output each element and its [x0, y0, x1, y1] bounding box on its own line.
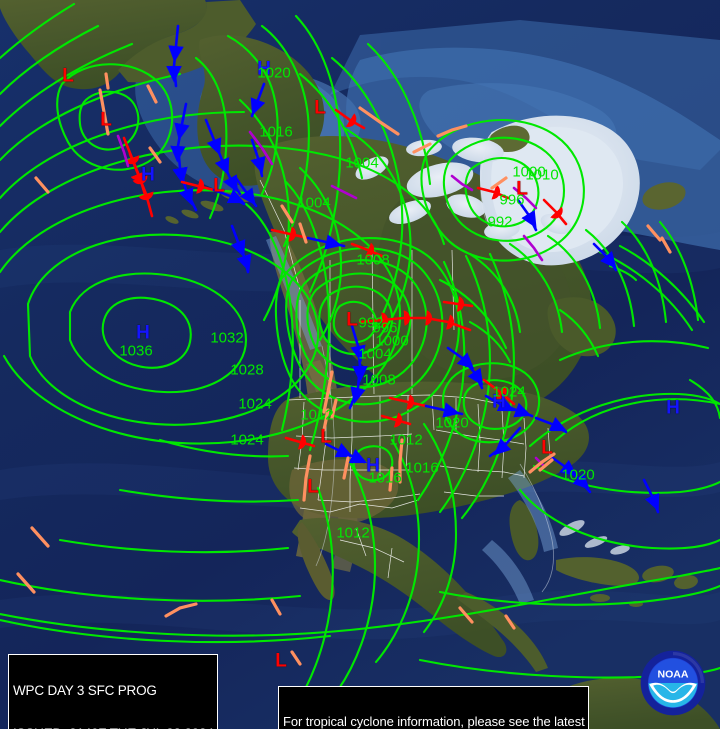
troughs	[16, 72, 672, 666]
product-title: WPC DAY 3 SFC PROG	[13, 683, 157, 699]
cold-fronts	[166, 24, 660, 514]
product-issued: ISSUED: 2149Z TUE JUL 23 2024	[13, 726, 214, 729]
product-info-box: WPC DAY 3 SFC PROG ISSUED: 2149Z TUE JUL…	[8, 654, 218, 729]
isobar-contours	[0, 2, 720, 710]
occluded-fronts	[116, 130, 546, 468]
warm-fronts	[122, 108, 568, 406]
noaa-logo: NOAA	[640, 650, 706, 716]
stationary-fronts	[180, 178, 464, 450]
tropical-cyclone-notice-box: For tropical cyclone information, please…	[278, 686, 589, 729]
noaa-logo-text: NOAA	[657, 669, 688, 681]
tropical-notice-line1: For tropical cyclone information, please…	[283, 714, 585, 729]
